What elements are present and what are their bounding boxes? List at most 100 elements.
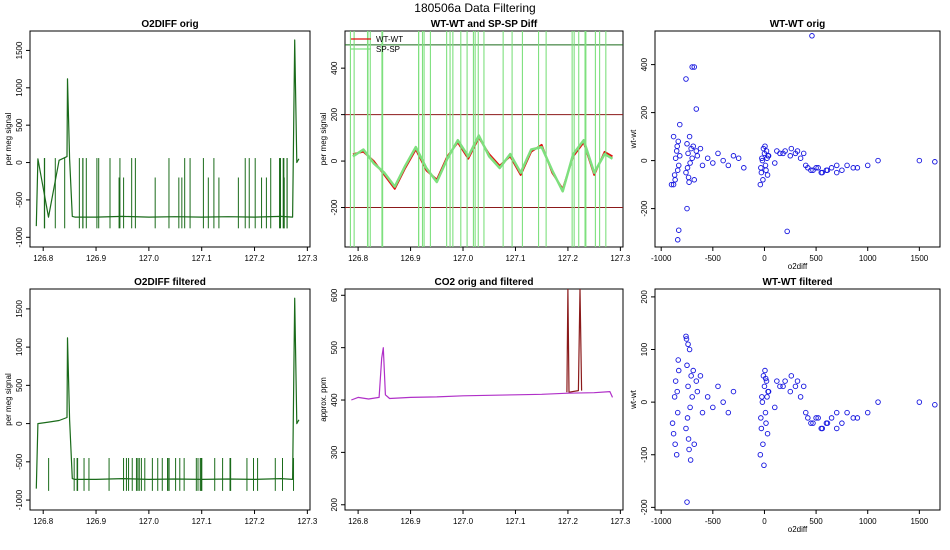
plot-area xyxy=(345,31,623,247)
x-tick-label: 126.9 xyxy=(86,254,107,263)
scatter-point xyxy=(762,375,769,382)
scatter-point xyxy=(677,121,683,128)
scatter-point xyxy=(875,399,881,405)
plot-area xyxy=(351,289,614,401)
scatter-point xyxy=(730,153,737,159)
scatter-point xyxy=(687,404,693,411)
scatter-point xyxy=(787,153,794,159)
scatter-point xyxy=(691,64,697,70)
series-line-co2-orig xyxy=(566,289,583,393)
y-tick-label: 200 xyxy=(640,290,649,304)
scatter-point xyxy=(689,155,695,161)
x-axis-label: o2diff xyxy=(788,525,808,534)
chart-title: WT-WT filtered xyxy=(763,277,833,288)
scatter-point xyxy=(759,157,766,164)
scatter-point xyxy=(824,167,831,173)
scatter-point xyxy=(833,425,840,432)
scatter-point xyxy=(759,394,765,400)
plot-frame xyxy=(29,30,311,248)
y-axis-label: per meg signal xyxy=(319,113,328,166)
scatter-point xyxy=(683,333,689,340)
scatter-point xyxy=(824,420,831,426)
scatter-point xyxy=(839,420,845,426)
scatter-point xyxy=(833,169,840,176)
x-tick-label: 127.0 xyxy=(139,517,160,526)
scatter-point xyxy=(694,153,701,159)
panel-o2diff-orig: O2DIFF orig 126.8 126.9 127.0 127.1 127.2 127.… xyxy=(4,19,318,263)
y-tick-label: -200 xyxy=(330,199,339,216)
scatter-point xyxy=(763,420,769,426)
plot-area xyxy=(35,39,300,229)
plot-frame xyxy=(29,288,311,511)
scatter-point xyxy=(815,165,821,171)
y-tick-label: -500 xyxy=(15,453,24,470)
y-tick-label: 500 xyxy=(330,340,339,354)
scatter-point xyxy=(675,138,681,145)
scatter-point xyxy=(674,143,680,149)
scatter-point xyxy=(687,457,694,463)
series-line-o2diff xyxy=(35,39,300,227)
y-tick-label: 600 xyxy=(330,288,339,302)
y-tick-label: 500 xyxy=(15,378,24,392)
scatter-point xyxy=(803,409,809,416)
scatter-point xyxy=(765,153,771,159)
y-tick-label: 1000 xyxy=(15,78,24,96)
scatter-point xyxy=(762,367,768,374)
scatter-point xyxy=(697,373,704,379)
scatter-point xyxy=(672,378,679,384)
x-tick-label: 126.8 xyxy=(348,254,369,263)
y-tick-label: -500 xyxy=(15,191,24,208)
scatter-point xyxy=(693,148,700,154)
scatter-point xyxy=(763,167,769,173)
scatter-point xyxy=(758,425,765,432)
x-tick-label: 0 xyxy=(762,517,767,526)
x-tick-label: 126.9 xyxy=(401,517,422,526)
x-tick-label: 127.2 xyxy=(558,517,579,526)
x-tick-label: 127.1 xyxy=(192,254,213,263)
scatter-point xyxy=(763,148,770,154)
x-tick-label: 1500 xyxy=(910,517,928,526)
scatter-point xyxy=(854,415,861,421)
panel-wtwt-spsp-diff: WT-WT and SP-SP Diff 126.8 126.9 127.0 127.1… xyxy=(319,19,631,263)
scatter-point xyxy=(730,388,737,395)
x-tick-label: -500 xyxy=(705,254,722,263)
scatter-point xyxy=(735,155,742,161)
scatter-point xyxy=(691,441,697,447)
scatter-point xyxy=(669,420,676,426)
y-tick-label: -200 xyxy=(640,499,649,516)
scatter-point xyxy=(674,167,681,173)
y-tick-label: -1000 xyxy=(15,489,24,510)
scatter-point xyxy=(670,430,677,437)
x-tick-label: 0 xyxy=(762,254,767,263)
scatter-point xyxy=(672,177,678,183)
chart-title: CO2 orig and filtered xyxy=(435,277,534,288)
x-tick-label: 127.2 xyxy=(245,517,266,526)
scatter-point xyxy=(844,409,850,416)
scatter-point xyxy=(792,383,799,390)
scatter-point xyxy=(794,378,801,384)
plot-frame xyxy=(344,288,624,511)
scatter-point xyxy=(932,402,938,408)
y-tick-label: 200 xyxy=(330,107,339,121)
series-line-o2diff xyxy=(35,297,300,489)
scatter-point xyxy=(932,159,938,165)
plot-frame xyxy=(654,288,941,511)
scatter-point xyxy=(788,145,795,152)
x-tick-label: 500 xyxy=(809,517,823,526)
scatter-point xyxy=(839,167,845,173)
scatter-point xyxy=(670,133,677,140)
x-tick-label: 127.2 xyxy=(245,254,266,263)
scatter-point xyxy=(671,394,678,400)
scatter-point xyxy=(819,169,826,176)
scatter-point xyxy=(828,165,835,171)
scatter-point xyxy=(686,346,693,353)
y-tick-label: 400 xyxy=(640,57,649,71)
x-tick-label: 127.1 xyxy=(505,254,526,263)
scatter-point xyxy=(683,425,689,432)
scatter-point xyxy=(684,415,691,421)
scatter-point xyxy=(764,172,771,178)
scatter-point xyxy=(694,388,701,395)
plot-frame xyxy=(654,30,941,248)
scatter-point xyxy=(854,165,861,171)
scatter-point xyxy=(715,150,721,157)
